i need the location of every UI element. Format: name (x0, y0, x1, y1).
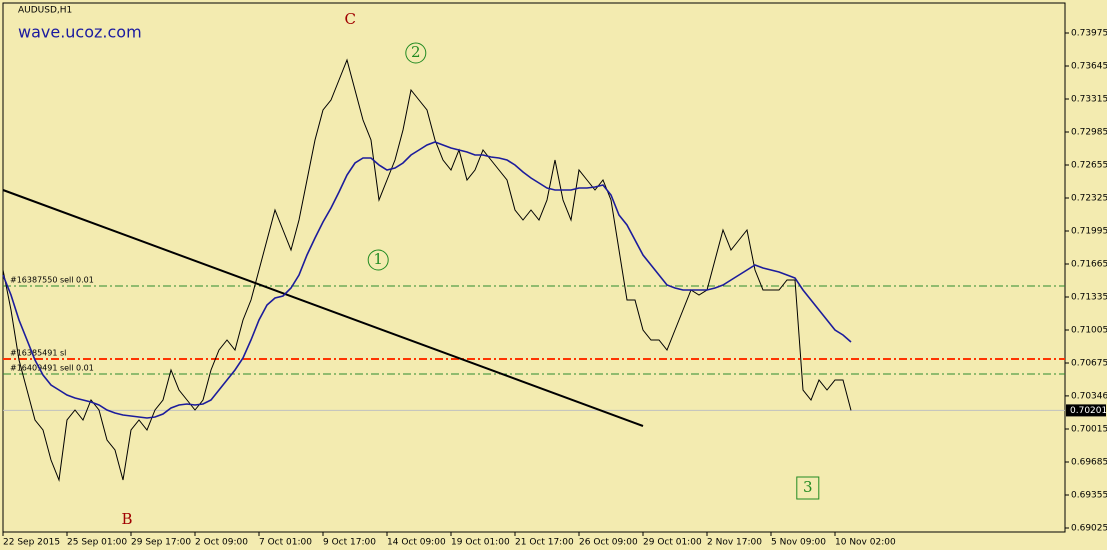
y-tick-label: 0.69355 (1071, 491, 1107, 501)
order-label: #16387550 sell 0.01 (10, 276, 94, 285)
wave-label: 1 (373, 250, 383, 268)
wave-circle (405, 42, 427, 64)
current-price-label: 0.70201 (1070, 406, 1107, 416)
y-tick-label: 0.73975 (1071, 29, 1107, 39)
y-tick-label: 0.70346 (1071, 391, 1107, 401)
y-tick-label: 0.70015 (1071, 425, 1107, 435)
x-tick-label: 25 Sep 01:00 (67, 538, 127, 548)
order-label: #16409491 sell 0.01 (10, 364, 94, 373)
wave-label: 3 (803, 478, 813, 496)
current-price-box (1066, 404, 1106, 417)
x-tick-label: 21 Oct 17:00 (515, 538, 574, 548)
x-tick-label: 2 Oct 09:00 (195, 538, 248, 548)
y-tick-label: 0.71335 (1071, 293, 1107, 303)
x-tick-label: 29 Oct 01:00 (643, 538, 702, 548)
wave-label: 2 (411, 43, 421, 61)
y-tick-label: 0.69685 (1071, 458, 1107, 468)
y-tick-label: 0.71005 (1071, 326, 1107, 336)
watermark: wave.ucoz.com (18, 23, 142, 42)
series-line (2, 141, 852, 419)
x-tick-label: 5 Nov 09:00 (771, 538, 826, 548)
x-tick-label: 9 Oct 17:00 (323, 538, 376, 548)
plot-frame (2, 2, 1066, 533)
wave-label: C (344, 10, 355, 28)
x-tick-label: 22 Sep 2015 (3, 538, 60, 548)
x-tick-label: 7 Oct 01:00 (259, 538, 312, 548)
wave-label: B (121, 510, 132, 528)
wave-circle (367, 249, 389, 271)
y-tick-label: 0.73315 (1071, 95, 1107, 105)
chart-title: AUDUSD,H1 (18, 6, 72, 16)
trendline (2, 189, 644, 427)
x-tick-label: 14 Oct 09:00 (387, 538, 446, 548)
y-tick-label: 0.72985 (1071, 128, 1107, 138)
x-tick-label: 10 Nov 02:00 (835, 538, 896, 548)
y-tick-label: 0.72325 (1071, 194, 1107, 204)
y-tick-label: 0.70675 (1071, 359, 1107, 369)
y-tick-label: 0.71665 (1071, 260, 1107, 270)
x-tick-label: 19 Oct 01:00 (451, 538, 510, 548)
x-tick-label: 2 Nov 17:00 (707, 538, 762, 548)
y-tick-label: 0.72655 (1071, 161, 1107, 171)
wave-box (796, 476, 820, 500)
order-label: #16385491 sl (10, 349, 66, 358)
x-tick-label: 26 Oct 09:00 (579, 538, 638, 548)
y-tick-label: 0.73645 (1071, 62, 1107, 72)
y-tick-label: 0.71995 (1071, 227, 1107, 237)
series-line (2, 58, 852, 482)
y-tick-label: 0.69025 (1071, 524, 1107, 534)
x-tick-label: 29 Sep 17:00 (131, 538, 191, 548)
